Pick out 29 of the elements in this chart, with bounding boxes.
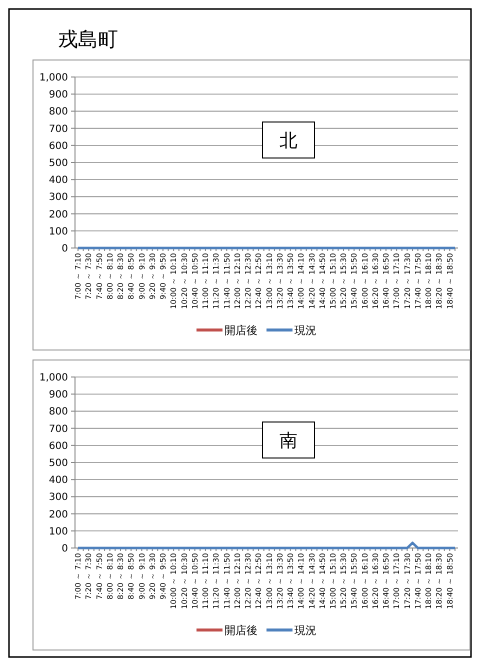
legend-label: 開店後 <box>224 624 258 637</box>
y-tick-label: 0 <box>62 544 68 554</box>
y-tick-label: 1,000 <box>39 372 68 384</box>
y-tick-label: 300 <box>48 192 68 204</box>
y-tick-label: 800 <box>48 406 68 418</box>
y-tick-label: 900 <box>48 390 68 401</box>
y-tick-label: 800 <box>48 106 68 118</box>
y-tick-label: 0 <box>62 244 68 254</box>
y-tick-label: 200 <box>48 509 68 520</box>
legend-label: 開店後 <box>224 324 258 337</box>
y-tick-label: 700 <box>48 124 68 135</box>
y-tick-label: 600 <box>48 140 68 152</box>
y-tick-label: 100 <box>48 526 68 538</box>
y-tick-label: 300 <box>48 492 68 504</box>
y-tick-label: 500 <box>48 158 68 169</box>
y-tick-label: 500 <box>48 458 68 469</box>
chart-title: 戎島町 <box>58 27 118 51</box>
y-tick-label: 700 <box>48 424 68 435</box>
y-tick-label: 400 <box>48 175 68 186</box>
y-tick-label: 1,000 <box>39 72 68 84</box>
legend-label: 現況 <box>294 624 316 637</box>
annotation: 北 <box>280 130 298 152</box>
y-tick-label: 100 <box>48 226 68 238</box>
y-tick-label: 900 <box>48 90 68 101</box>
y-tick-label: 400 <box>48 475 68 486</box>
y-tick-label: 200 <box>48 209 68 220</box>
y-tick-label: 600 <box>48 440 68 452</box>
legend-label: 現況 <box>294 324 316 337</box>
annotation: 南 <box>280 430 298 452</box>
